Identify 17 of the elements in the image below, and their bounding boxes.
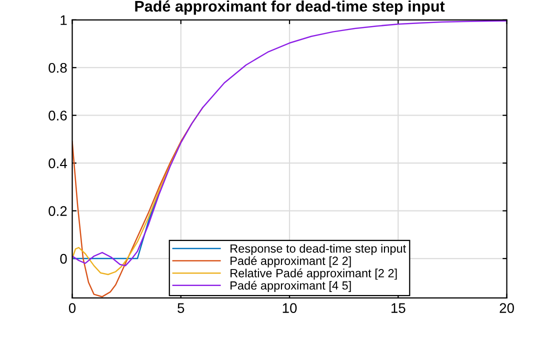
y-tick-label: 0 (60, 254, 67, 264)
y-tick-label: 0.2 (48, 206, 67, 216)
line-series (72, 142, 182, 276)
legend-label: Padé approximant [4 5] (230, 280, 351, 292)
x-tick-label: 15 (391, 303, 406, 313)
y-tick-label: 1 (60, 15, 67, 25)
chart-title: Padé approximant for dead-time step input (135, 0, 445, 15)
y-tick-label: 0.6 (48, 110, 67, 121)
y-tick-label: 0.8 (48, 62, 67, 73)
legend-label: Response to dead-time step input (230, 244, 406, 256)
x-tick-label: 5 (178, 303, 184, 313)
y-tick-label: 0.4 (48, 158, 67, 168)
legend-label: Relative Padé approximant [2 2] (230, 268, 397, 280)
x-tick-label: 10 (282, 303, 297, 313)
x-tick-label: 20 (500, 303, 514, 313)
x-tick-label: 0 (68, 303, 76, 313)
legend-label: Padé approximant [2 2] (230, 256, 351, 268)
